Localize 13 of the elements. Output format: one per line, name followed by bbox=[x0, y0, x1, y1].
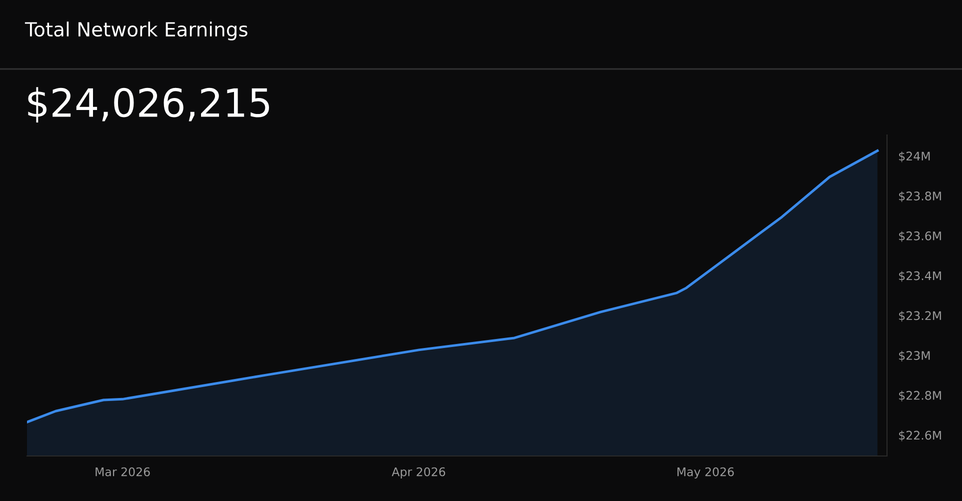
y-tick-label: $22.6M bbox=[899, 430, 941, 442]
x-tick-label: Mar 2026 bbox=[96, 467, 150, 476]
y-tick-label: $22.8M bbox=[899, 390, 941, 402]
x-tick-label: May 2026 bbox=[678, 467, 734, 479]
y-tick-label: $23M bbox=[899, 350, 930, 362]
chart-subtitle: $24,026,215 bbox=[28, 87, 270, 122]
y-tick-label: $23.6M bbox=[899, 231, 941, 242]
y-tick-label: $23.4M bbox=[899, 271, 941, 282]
y-tick-label: $23.2M bbox=[899, 310, 941, 322]
y-tick-label: $24M bbox=[899, 151, 930, 162]
x-tick-label: Apr 2026 bbox=[392, 467, 446, 479]
chart-title: Total Network Earnings bbox=[24, 22, 248, 40]
y-tick-label: $23.8M bbox=[899, 191, 941, 202]
